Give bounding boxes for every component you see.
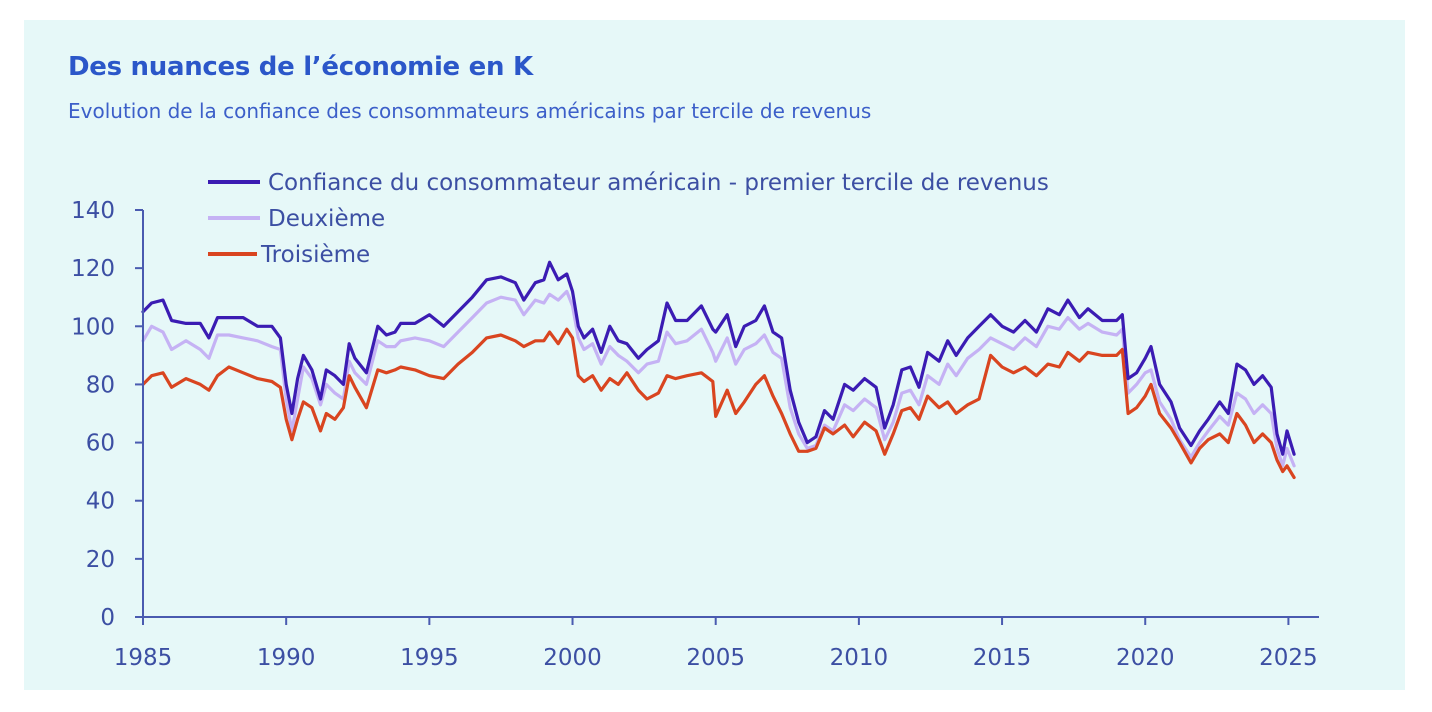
series-line-3: [141, 327, 1296, 480]
legend-label-1: Confiance du consommateur américain - pr…: [268, 170, 1049, 196]
x-tick-label: 2020: [1116, 645, 1175, 671]
series-line-2: [141, 289, 1296, 468]
y-tick-label: 0: [100, 605, 115, 631]
x-tick-label: 2010: [830, 645, 889, 671]
axes: 0 20 40 60 80 100 120 140 1985 1990 1995 2000 2005 20…: [71, 198, 1319, 671]
y-tick-label: 60: [86, 431, 115, 457]
y-tick-label: 80: [86, 372, 115, 398]
y-tick-label: 120: [71, 256, 115, 282]
x-tick-label: 2000: [543, 645, 602, 671]
chart-title: Des nuances de l’économie en K: [68, 52, 533, 82]
y-tick-label: 40: [86, 489, 115, 515]
chart-subtitle: Evolution de la confiance des consommate…: [68, 99, 872, 123]
y-tick-label: 100: [71, 314, 115, 340]
y-tick-label: 20: [86, 547, 115, 573]
legend: Confiance du consommateur américain - pr…: [208, 170, 1049, 268]
x-tick-label: 2005: [686, 645, 745, 671]
legend-label-3: Troisième: [260, 242, 370, 268]
x-tick-label: 1995: [400, 645, 459, 671]
y-tick-label: 140: [71, 198, 115, 224]
x-tick-label: 1990: [257, 645, 316, 671]
x-tick-label: 2015: [973, 645, 1032, 671]
series-line-1: [141, 260, 1296, 456]
series-lines: [141, 260, 1296, 480]
legend-label-2: Deuxième: [268, 206, 385, 232]
x-tick-label: 1985: [114, 645, 173, 671]
x-tick-label: 2025: [1259, 645, 1318, 671]
